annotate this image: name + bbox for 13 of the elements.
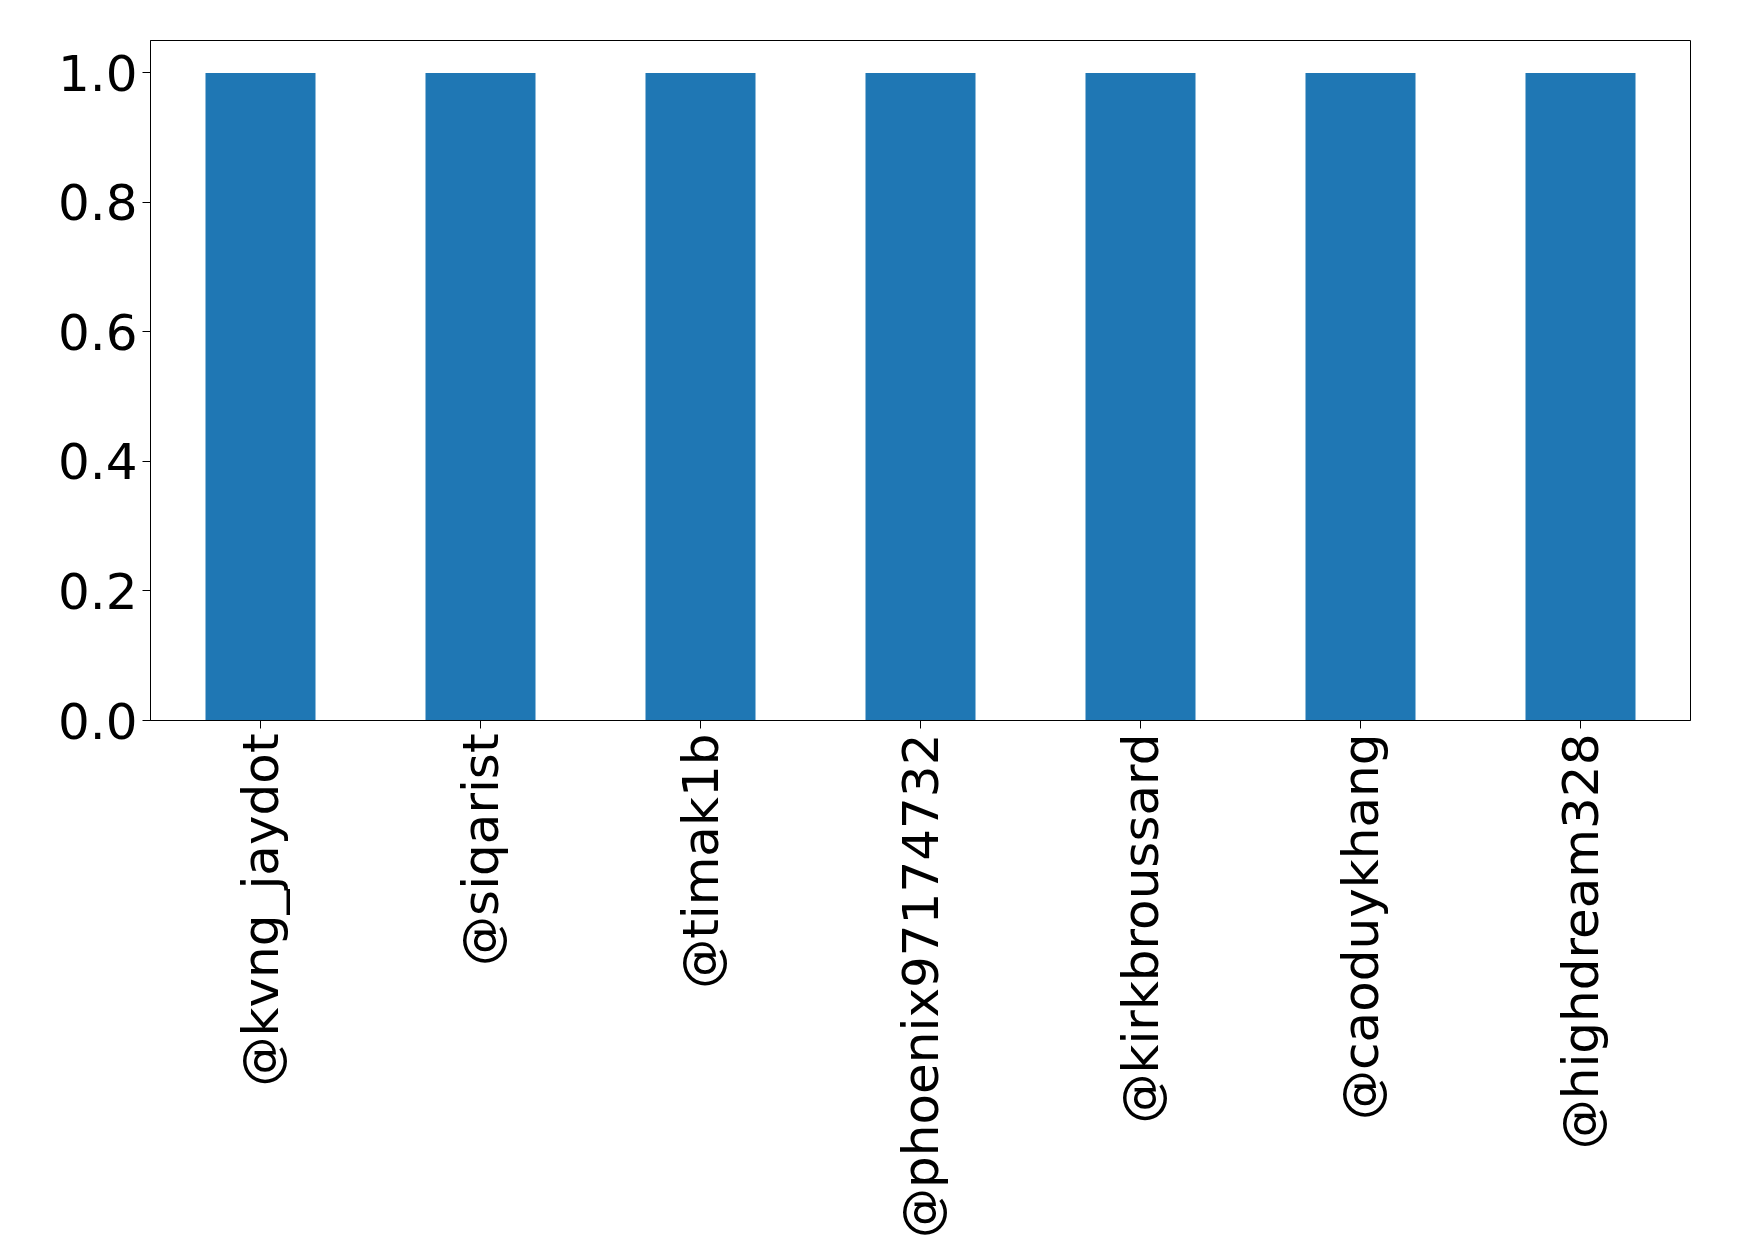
y-tick-label: 0.6 — [57, 303, 138, 362]
y-tick-label: 0.4 — [57, 433, 138, 492]
x-tick-label: @caoduykhang — [1331, 733, 1390, 1120]
x-tick-label: @phoenix97174732 — [891, 733, 950, 1238]
y-tick-label: 0.2 — [57, 562, 138, 621]
y-tick-label: 0.0 — [57, 692, 138, 751]
y-tick-label: 0.8 — [57, 174, 138, 233]
x-tick-label: @siqarist — [451, 733, 510, 966]
x-tick-label: @kvng_jaydot — [231, 733, 290, 1087]
x-tick-label: @kirkbroussard — [1111, 733, 1170, 1124]
y-tick-label: 1.0 — [57, 44, 138, 103]
x-tick-label: @highdream328 — [1551, 733, 1610, 1150]
x-tick-label: @timak1b — [671, 733, 730, 989]
